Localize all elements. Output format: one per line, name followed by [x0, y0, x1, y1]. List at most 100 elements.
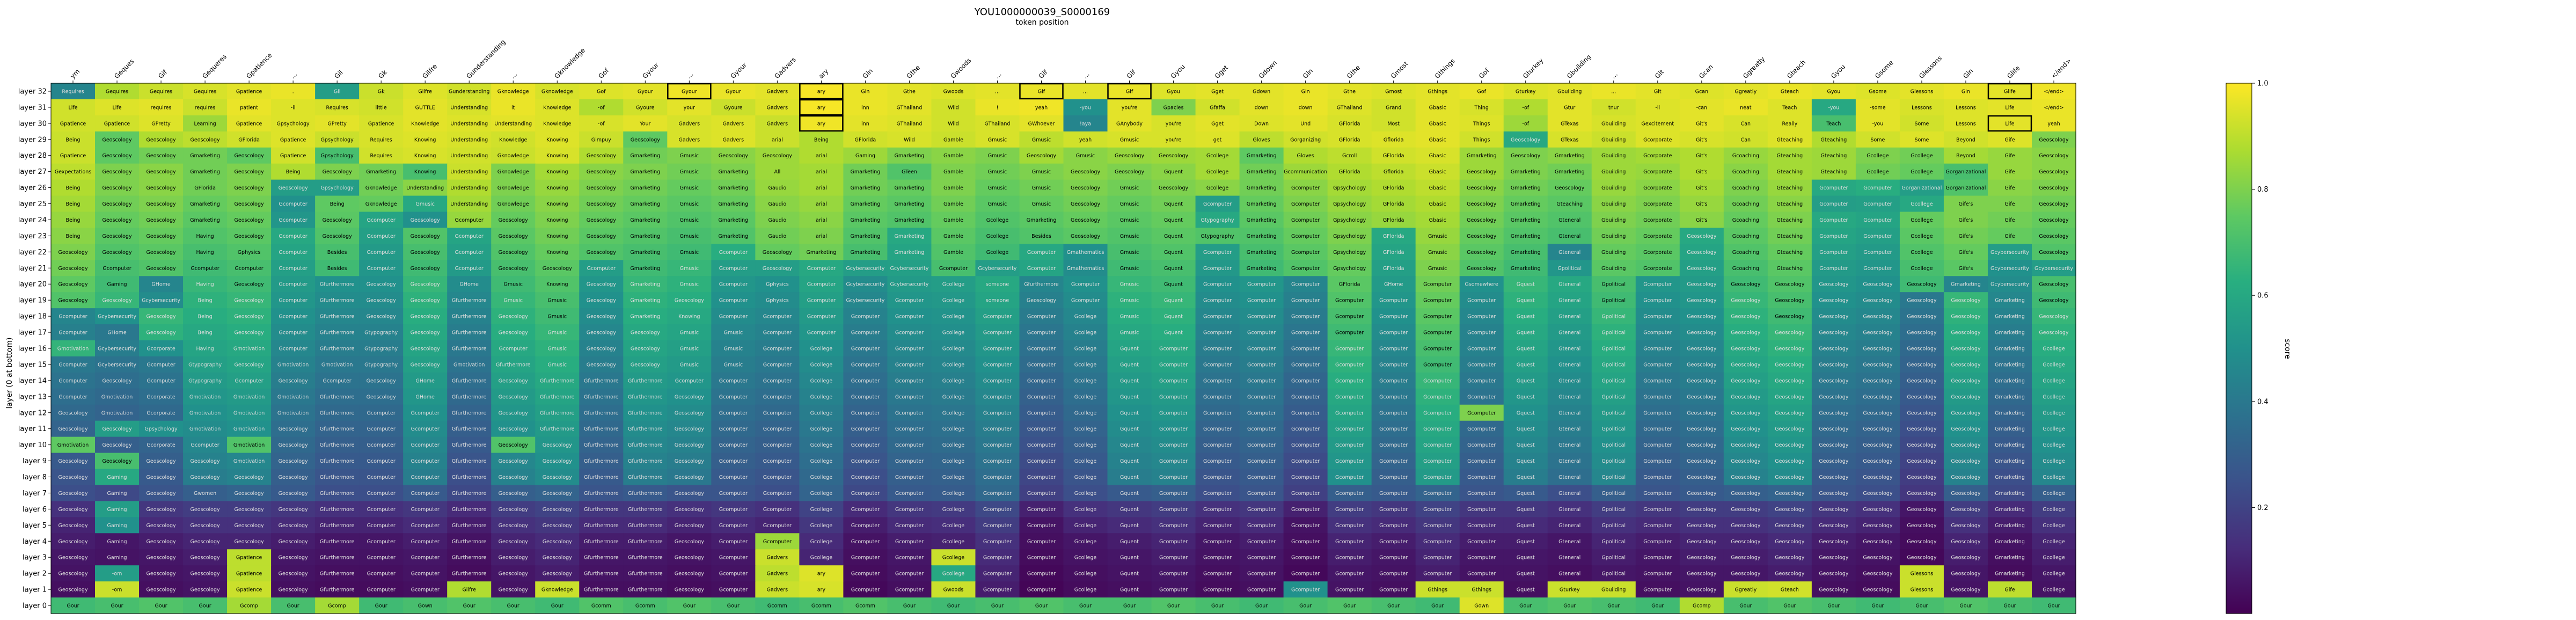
heatmap-cell — [931, 179, 976, 196]
y-axis-label: layer (0 at bottom) — [5, 337, 14, 409]
cell-label: Gcomputer — [1819, 250, 1848, 256]
cell-label: Gknowledge — [365, 185, 397, 191]
cell-label: Gmotivation — [233, 346, 265, 352]
heatmap-cell — [843, 115, 888, 132]
heatmap-cell — [95, 195, 140, 213]
cell-label: Gcomputer — [1643, 523, 1672, 529]
cell-label: Gmarketing — [895, 185, 925, 191]
heatmap-cell — [1811, 163, 1856, 180]
heatmap-cell — [1547, 163, 1592, 180]
cell-label: Gcomputer — [983, 330, 1012, 336]
cell-label: Geoscology — [1819, 282, 1848, 288]
heatmap-cell — [1327, 99, 1372, 116]
cell-label: Gcomputer — [1335, 410, 1364, 416]
cell-label: Gpatience — [368, 121, 394, 127]
cell-label: Gcomputer — [1643, 571, 1672, 577]
cell-label: Gcomputer — [58, 314, 87, 320]
heatmap-cell — [1195, 372, 1240, 389]
cell-label: Geoscology — [235, 298, 264, 304]
heatmap-cell — [1943, 131, 1988, 148]
cell-label: Gcomputer — [895, 587, 924, 593]
cell-label: Gcomputer — [983, 362, 1012, 368]
heatmap-cell — [975, 308, 1020, 325]
cell-label: Geoscology — [1951, 410, 1980, 416]
cell-label: Gmost — [1385, 89, 1402, 94]
x-tick-label: Gteach — [1785, 59, 1807, 80]
heatmap-cell — [139, 83, 184, 100]
cell-label: Geoscology — [235, 234, 264, 239]
cell-label: Geoscology — [146, 169, 175, 175]
cell-label: GFlorida — [1383, 250, 1404, 256]
heatmap-cell — [1107, 260, 1152, 276]
cell-label: Gquest — [1517, 507, 1535, 513]
heatmap-cell — [887, 388, 932, 405]
heatmap-cell — [1547, 195, 1592, 213]
heatmap-cell — [1943, 147, 1988, 164]
heatmap-cell — [579, 179, 624, 196]
heatmap-cell — [1063, 195, 1108, 213]
cell-label: Geoscology — [1819, 507, 1848, 513]
cell-label: Gmusic — [724, 362, 743, 368]
cell-label: Gcomputer — [1423, 298, 1452, 304]
x-tick-label: Gwoods — [949, 57, 973, 81]
cell-label: Gcomputer — [807, 330, 836, 336]
cell-label: Gcomputer — [851, 442, 880, 448]
heatmap-cell — [711, 163, 756, 180]
cell-label: Geoscology — [411, 330, 440, 336]
heatmap-cell — [403, 372, 448, 389]
cell-label: Gcomputer — [411, 458, 440, 464]
heatmap-cell — [1635, 372, 1680, 389]
cell-label: Gcomputer — [1467, 330, 1496, 336]
heatmap-cell — [931, 420, 976, 437]
heatmap-cell — [1811, 388, 1856, 405]
cell-label: Gcorporate — [1643, 266, 1672, 272]
heatmap-cell — [1723, 115, 1768, 132]
cell-label: Gpolitical — [1602, 282, 1626, 288]
cell-label: Gcomputer — [1203, 475, 1232, 480]
cell-label: Gcomputer — [1335, 346, 1364, 352]
heatmap-cell — [51, 115, 96, 132]
cell-label: Gcomputer — [1335, 587, 1364, 593]
heatmap-cell — [843, 228, 888, 244]
heatmap-cell — [1635, 99, 1680, 116]
cell-label: you're — [1166, 137, 1182, 143]
cell-label: Gmarketing — [1951, 282, 1981, 288]
cell-label: Geoscology — [58, 250, 87, 256]
cell-label: GFlorida — [1383, 201, 1404, 207]
cell-label: GFlorida — [238, 137, 260, 143]
heatmap-cell — [755, 99, 800, 116]
heatmap-cell — [1459, 404, 1504, 421]
heatmap-cell — [1459, 131, 1504, 148]
cell-label: Gcomputer — [763, 426, 792, 432]
heatmap-cell — [1855, 83, 1900, 100]
cell-label: Gcomputer — [587, 266, 616, 272]
cell-label: Gcomputer — [1203, 314, 1232, 320]
cell-label: Gcomm — [591, 603, 611, 609]
heatmap-cell — [1459, 308, 1504, 325]
cell-label: Geoscology — [1687, 571, 1716, 577]
cell-label: Gcollege — [2043, 410, 2065, 416]
cell-label: Gcomputer — [1247, 587, 1276, 593]
cell-label: Gcomputer — [1027, 523, 1056, 529]
cell-label: Gcomputer — [1291, 491, 1320, 497]
cell-label: Gcomputer — [851, 314, 880, 320]
heatmap-cell — [1943, 163, 1988, 180]
cell-label: Gcomp — [1693, 603, 1711, 609]
heatmap-cell — [1063, 372, 1108, 389]
heatmap-cell — [1723, 244, 1768, 260]
heatmap-cell — [95, 276, 140, 293]
cell-label: Geoscology — [587, 282, 616, 288]
heatmap-cell — [1195, 179, 1240, 196]
cell-label: Gcomputer — [1159, 362, 1188, 368]
heatmap-cell — [931, 276, 976, 293]
heatmap-cell — [1151, 388, 1196, 405]
cell-label: Gpacies — [1163, 105, 1184, 111]
cell-label: Geoscology — [1951, 555, 1980, 561]
cell-label: Geoscology — [1819, 442, 1848, 448]
cell-label: Geoscology — [279, 378, 308, 384]
cell-label: Gbasic — [1429, 121, 1446, 127]
cell-label: Geoscology — [543, 539, 572, 545]
cell-label: Gteaching — [1777, 137, 1803, 143]
cell-label: Gcomputer — [455, 234, 484, 239]
heatmap-cell — [51, 340, 96, 357]
